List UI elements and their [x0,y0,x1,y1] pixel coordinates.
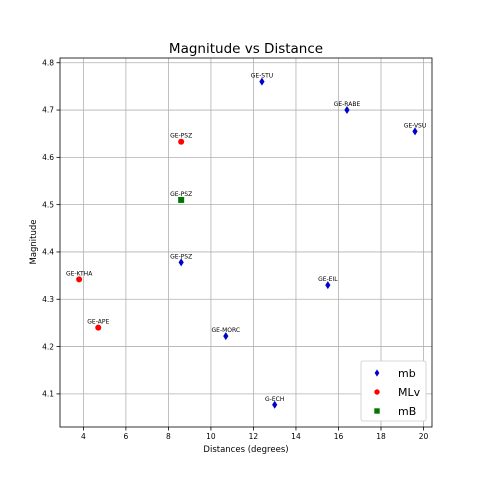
x-axis-ticks: 4 6 8 10 12 14 16 18 20 [81,427,429,441]
y-tick-label: 4.2 [42,342,54,351]
x-tick-label: 14 [291,432,301,441]
chart-title: Magnitude vs Distance [169,41,323,57]
data-point-mb [272,400,278,409]
marker-diamond [374,369,380,377]
x-tick-label: 12 [249,432,259,441]
y-tick-label: 4.8 [42,58,54,67]
marker-square [374,408,380,414]
data-point-label: GE-APE [87,319,109,326]
x-axis-label: Distances (degrees) [203,445,288,455]
y-tick-label: 4.4 [42,248,54,257]
data-point-label: GE-MORC [212,327,241,334]
series-mb: GE-STU GE-RABE GE-VSU GE-PSZ GE-EIL GE-MORC G-… [170,73,426,409]
y-tick-label: 4.1 [42,390,54,399]
x-tick-label: 8 [166,432,171,441]
y-tick-label: 4.7 [42,106,54,115]
data-point-MLv [76,276,83,283]
data-point-label: GE-RABE [334,101,361,108]
data-point-MLv [178,138,185,145]
series-mB: GE-PSZ [170,191,192,203]
data-point-label: GE-STU [251,73,273,80]
plot-area-frame [59,57,433,428]
y-axis-label: Magnitude [29,219,39,264]
x-tick-label: 16 [334,432,344,441]
data-point-mb [325,281,331,290]
data-point-mb [344,106,350,115]
y-tick-label: 4.6 [42,153,54,162]
grid [60,58,432,427]
marker-circle [374,389,380,395]
data-point-label: GE-PSZ [170,191,192,198]
data-point-label: GE-PSZ [170,133,192,140]
data-point-mb [178,258,184,267]
data-point-label: GE-VSU [404,122,427,129]
y-tick-label: 4.5 [42,200,54,209]
y-axis-ticks: 4.1 4.2 4.3 4.4 4.5 4.6 4.7 4.8 [42,58,60,399]
data-point-label: GE-PSZ [170,253,192,260]
data-point-label: GE-EIL [318,276,338,283]
data-point-label: G-ECH [265,396,284,403]
x-tick-label: 4 [81,432,86,441]
y-tick-label: 4.3 [42,295,54,304]
data-point-mb [412,127,418,136]
series-MLv: GE-PSZ GE-KTHA GE-APE [66,133,192,331]
legend-entry-MLv: MLv [398,386,421,399]
legend-entry-mB: mB [398,405,416,418]
legend-entries: mb MLv mB [374,367,421,418]
data-point-label: GE-KTHA [66,270,93,277]
x-tick-label: 20 [419,432,429,441]
x-tick-label: 10 [206,432,216,441]
legend-entry-mb: mb [398,367,416,380]
legend: mb MLv mB [360,360,427,422]
data-point-mb [223,332,229,341]
data-point-mB [178,196,185,203]
data-point-mb [259,77,265,86]
x-tick-label: 6 [124,432,129,441]
data-point-MLv [95,324,102,331]
x-tick-label: 18 [376,432,386,441]
data-points: GE-STU GE-RABE GE-VSU GE-PSZ GE-EIL GE-MORC G-… [66,73,426,409]
